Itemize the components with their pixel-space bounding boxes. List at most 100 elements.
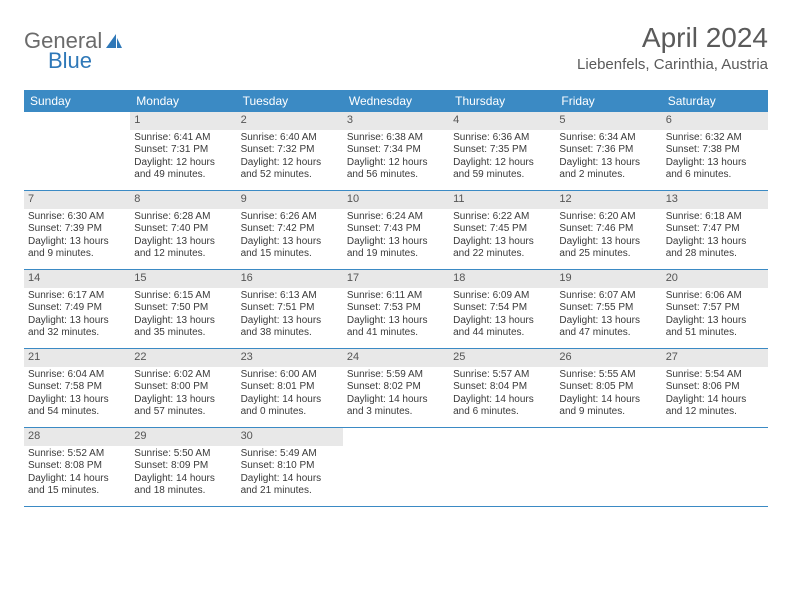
daylight-text: Daylight: 14 hours xyxy=(666,394,764,407)
day-cell xyxy=(449,428,555,506)
sunset-text: Sunset: 8:02 PM xyxy=(347,381,445,394)
daylight-text: Daylight: 14 hours xyxy=(241,394,339,407)
sunrise-text: Sunrise: 6:20 AM xyxy=(559,211,657,224)
daylight-text: and 49 minutes. xyxy=(134,169,232,182)
day-cell: 27Sunrise: 5:54 AMSunset: 8:06 PMDayligh… xyxy=(662,349,768,427)
sunrise-text: Sunrise: 6:28 AM xyxy=(134,211,232,224)
daylight-text: and 2 minutes. xyxy=(559,169,657,182)
calendar-week: 1Sunrise: 6:41 AMSunset: 7:31 PMDaylight… xyxy=(24,112,768,191)
sunrise-text: Sunrise: 5:59 AM xyxy=(347,369,445,382)
weeks-container: 1Sunrise: 6:41 AMSunset: 7:31 PMDaylight… xyxy=(24,112,768,507)
sunset-text: Sunset: 8:00 PM xyxy=(134,381,232,394)
daylight-text: Daylight: 13 hours xyxy=(453,236,551,249)
sunrise-text: Sunrise: 6:13 AM xyxy=(241,290,339,303)
day-cell: 19Sunrise: 6:07 AMSunset: 7:55 PMDayligh… xyxy=(555,270,661,348)
sunset-text: Sunset: 7:47 PM xyxy=(666,223,764,236)
sunset-text: Sunset: 7:35 PM xyxy=(453,144,551,157)
daylight-text: and 9 minutes. xyxy=(28,248,126,261)
day-number: 13 xyxy=(662,191,768,209)
sunset-text: Sunset: 7:34 PM xyxy=(347,144,445,157)
day-cell: 2Sunrise: 6:40 AMSunset: 7:32 PMDaylight… xyxy=(237,112,343,190)
sunrise-text: Sunrise: 5:54 AM xyxy=(666,369,764,382)
daylight-text: and 41 minutes. xyxy=(347,327,445,340)
sunset-text: Sunset: 7:57 PM xyxy=(666,302,764,315)
day-number: 6 xyxy=(662,112,768,130)
sunset-text: Sunset: 7:55 PM xyxy=(559,302,657,315)
daylight-text: and 35 minutes. xyxy=(134,327,232,340)
day-cell: 11Sunrise: 6:22 AMSunset: 7:45 PMDayligh… xyxy=(449,191,555,269)
daylight-text: and 54 minutes. xyxy=(28,406,126,419)
sunset-text: Sunset: 8:08 PM xyxy=(28,460,126,473)
day-cell xyxy=(24,112,130,190)
sunrise-text: Sunrise: 6:30 AM xyxy=(28,211,126,224)
daylight-text: and 52 minutes. xyxy=(241,169,339,182)
day-cell: 9Sunrise: 6:26 AMSunset: 7:42 PMDaylight… xyxy=(237,191,343,269)
daylight-text: and 44 minutes. xyxy=(453,327,551,340)
day-number: 28 xyxy=(24,428,130,446)
sunrise-text: Sunrise: 6:41 AM xyxy=(134,132,232,145)
sunset-text: Sunset: 7:39 PM xyxy=(28,223,126,236)
day-cell: 20Sunrise: 6:06 AMSunset: 7:57 PMDayligh… xyxy=(662,270,768,348)
daylight-text: and 32 minutes. xyxy=(28,327,126,340)
day-cell: 3Sunrise: 6:38 AMSunset: 7:34 PMDaylight… xyxy=(343,112,449,190)
day-number: 17 xyxy=(343,270,449,288)
daylight-text: Daylight: 13 hours xyxy=(559,157,657,170)
daylight-text: Daylight: 12 hours xyxy=(241,157,339,170)
day-cell: 23 Sunrise: 6:00 AMSunset: 8:01 PMDayligh… xyxy=(237,349,343,427)
daylight-text: and 3 minutes. xyxy=(347,406,445,419)
sunset-text: Sunset: 7:38 PM xyxy=(666,144,764,157)
sunrise-text: Sunrise: 6:26 AM xyxy=(241,211,339,224)
weekday-header-row: SundayMondayTuesdayWednesdayThursdayFrid… xyxy=(24,90,768,112)
day-cell: 18Sunrise: 6:09 AMSunset: 7:54 PMDayligh… xyxy=(449,270,555,348)
day-cell xyxy=(662,428,768,506)
sunrise-text: Sunrise: 6:34 AM xyxy=(559,132,657,145)
sunrise-text: Sunrise: 6:36 AM xyxy=(453,132,551,145)
day-cell: 24Sunrise: 5:59 AMSunset: 8:02 PMDayligh… xyxy=(343,349,449,427)
sunset-text: Sunset: 7:40 PM xyxy=(134,223,232,236)
day-number: 19 xyxy=(555,270,661,288)
daylight-text: Daylight: 12 hours xyxy=(134,157,232,170)
daylight-text: Daylight: 12 hours xyxy=(453,157,551,170)
daylight-text: and 12 minutes. xyxy=(134,248,232,261)
sunset-text: Sunset: 7:45 PM xyxy=(453,223,551,236)
day-cell: 6Sunrise: 6:32 AMSunset: 7:38 PMDaylight… xyxy=(662,112,768,190)
day-cell: 21Sunrise: 6:04 AMSunset: 7:58 PMDayligh… xyxy=(24,349,130,427)
daylight-text: Daylight: 13 hours xyxy=(453,315,551,328)
sunrise-text: Sunrise: 6:06 AM xyxy=(666,290,764,303)
day-cell: 1Sunrise: 6:41 AMSunset: 7:31 PMDaylight… xyxy=(130,112,236,190)
day-cell: 16Sunrise: 6:13 AMSunset: 7:51 PMDayligh… xyxy=(237,270,343,348)
day-cell: 12Sunrise: 6:20 AMSunset: 7:46 PMDayligh… xyxy=(555,191,661,269)
sunset-text: Sunset: 8:01 PM xyxy=(241,381,339,394)
daylight-text: and 21 minutes. xyxy=(241,485,339,498)
daylight-text: and 57 minutes. xyxy=(134,406,232,419)
daylight-text: Daylight: 13 hours xyxy=(134,315,232,328)
daylight-text: Daylight: 14 hours xyxy=(28,473,126,486)
daylight-text: and 56 minutes. xyxy=(347,169,445,182)
daylight-text: Daylight: 13 hours xyxy=(347,315,445,328)
sunrise-text: Sunrise: 6:22 AM xyxy=(453,211,551,224)
day-number: 1 xyxy=(130,112,236,130)
daylight-text: and 59 minutes. xyxy=(453,169,551,182)
sunrise-text: Sunrise: 6:09 AM xyxy=(453,290,551,303)
day-number: 30 xyxy=(237,428,343,446)
day-number: 3 xyxy=(343,112,449,130)
day-cell: 22Sunrise: 6:02 AMSunset: 8:00 PMDayligh… xyxy=(130,349,236,427)
daylight-text: Daylight: 13 hours xyxy=(666,236,764,249)
daylight-text: and 6 minutes. xyxy=(666,169,764,182)
day-cell: 5Sunrise: 6:34 AMSunset: 7:36 PMDaylight… xyxy=(555,112,661,190)
day-cell: 8Sunrise: 6:28 AMSunset: 7:40 PMDaylight… xyxy=(130,191,236,269)
day-cell: 17Sunrise: 6:11 AMSunset: 7:53 PMDayligh… xyxy=(343,270,449,348)
sunrise-text: Sunrise: 6:00 AM xyxy=(241,369,339,382)
daylight-text: Daylight: 14 hours xyxy=(559,394,657,407)
daylight-text: and 19 minutes. xyxy=(347,248,445,261)
day-cell: 13Sunrise: 6:18 AMSunset: 7:47 PMDayligh… xyxy=(662,191,768,269)
daylight-text: Daylight: 13 hours xyxy=(134,394,232,407)
day-number: 23 xyxy=(237,349,343,367)
day-number: 2 xyxy=(237,112,343,130)
day-number: 22 xyxy=(130,349,236,367)
day-cell: 25Sunrise: 5:57 AMSunset: 8:04 PMDayligh… xyxy=(449,349,555,427)
sunset-text: Sunset: 7:54 PM xyxy=(453,302,551,315)
day-number: 12 xyxy=(555,191,661,209)
daylight-text: and 51 minutes. xyxy=(666,327,764,340)
daylight-text: Daylight: 12 hours xyxy=(347,157,445,170)
